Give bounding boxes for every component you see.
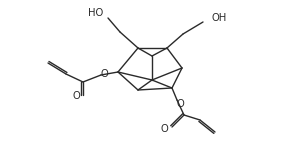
Text: O: O [72,91,80,101]
Text: HO: HO [88,8,104,18]
Text: O: O [100,69,108,79]
Text: OH: OH [211,13,227,23]
Text: O: O [176,99,184,109]
Text: O: O [160,124,168,134]
